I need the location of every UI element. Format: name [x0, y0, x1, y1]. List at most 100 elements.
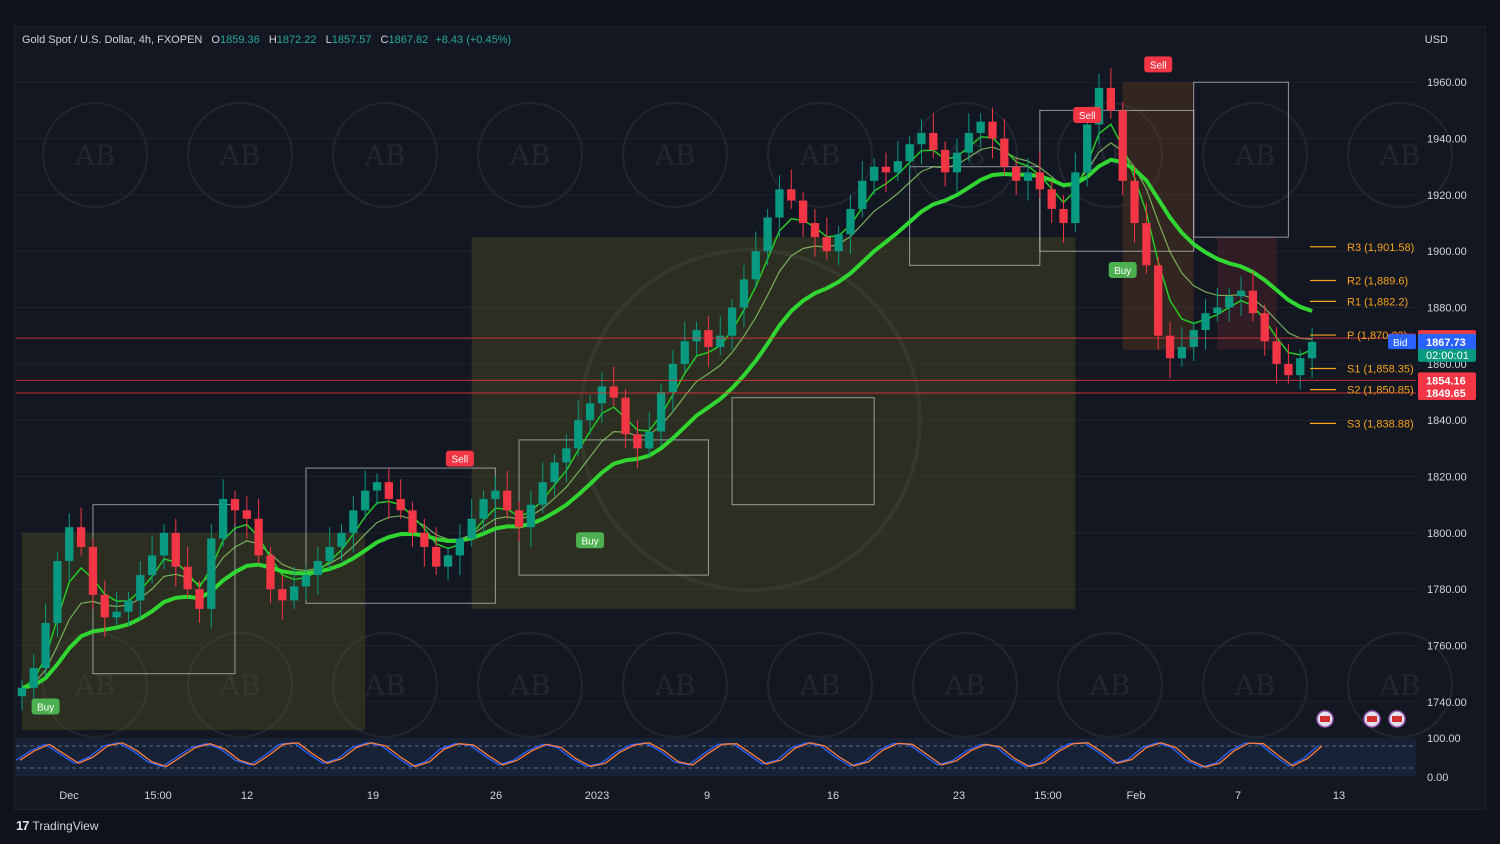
candle-body: [76, 527, 86, 547]
price-tag-side-label: Bid: [1393, 338, 1407, 349]
price-tag-value: 1867.73: [1426, 337, 1466, 349]
oscillator-k-line: [15, 742, 1319, 768]
candle-body: [147, 555, 157, 576]
candle-body: [1130, 180, 1139, 224]
watermark-text: AB: [944, 669, 986, 702]
watermark-emblem: [332, 102, 438, 208]
candle-body: [1142, 223, 1151, 266]
candle-body: [29, 668, 38, 688]
candle-body: [775, 189, 784, 218]
oscillator-tick-label: 100.00: [1427, 733, 1461, 745]
candle-body: [1177, 346, 1187, 359]
candle-body: [526, 504, 536, 528]
candle-body: [656, 392, 666, 432]
symbol-title: Gold Spot / U.S. Dollar, 4h, FXOPEN: [22, 34, 203, 46]
watermark-emblem: [1202, 102, 1308, 208]
close-value: 1867.82: [388, 34, 429, 46]
candle-body: [325, 546, 334, 562]
signal-label: Sell: [1150, 60, 1167, 71]
candle-body: [290, 586, 299, 601]
price-tag-value: 1854.16: [1426, 375, 1466, 387]
watermark-emblem: [1347, 102, 1453, 208]
oscillator-band: [16, 738, 1416, 776]
price-tag: [1418, 385, 1476, 401]
candle-body: [1106, 87, 1116, 111]
watermark-emblem: [42, 102, 148, 208]
watermark-emblem: [767, 632, 873, 738]
signal-buy-badge: [1108, 261, 1137, 278]
candle-body: [230, 499, 240, 511]
watermark-text: AB: [219, 669, 261, 702]
candle-body: [1000, 138, 1009, 167]
candle-body: [1296, 358, 1305, 376]
price-tag-countdown: 02:00:01: [1426, 350, 1469, 362]
candle-body: [1248, 290, 1258, 314]
x-tick-label: 23: [953, 790, 965, 802]
watermark-text: AB: [1379, 669, 1421, 702]
range-box: [1193, 81, 1289, 238]
pivot-label: R3 (1,901.58): [1347, 242, 1414, 254]
candle-body: [739, 279, 749, 308]
ema-fast-line: [21, 123, 1313, 689]
candle-body: [254, 518, 263, 556]
x-tick-label: 15:00: [144, 790, 172, 802]
change-value: +8.43 (+0.45%): [435, 34, 512, 46]
candle-body: [159, 532, 169, 556]
low-value: 1857.57: [331, 34, 372, 46]
watermark-text: AB: [1234, 139, 1276, 172]
price-tag: [1418, 334, 1476, 350]
signal-buy-badge: [576, 532, 605, 549]
x-tick-label: 2023: [585, 790, 609, 802]
watermark-emblem: [1202, 632, 1308, 738]
y-tick-label: 1760.00: [1427, 641, 1467, 653]
candle-body: [692, 330, 701, 342]
y-tick-label: 1820.00: [1427, 472, 1467, 484]
x-tick-label: 9: [704, 790, 710, 802]
candle-body: [207, 538, 216, 609]
x-tick-label: 26: [490, 790, 502, 802]
candle-body: [349, 510, 358, 533]
pivot-label: S2 (1,850.85): [1347, 385, 1414, 397]
candle-body: [41, 622, 50, 669]
candle-body: [266, 555, 275, 590]
pivot-label: R1 (1,882.2): [1347, 296, 1408, 308]
signal-label: Sell: [452, 455, 469, 466]
candle-body: [337, 532, 346, 547]
candle-body: [136, 575, 145, 601]
candle-body: [1118, 110, 1127, 181]
ema-mid-line: [21, 142, 1313, 689]
candle-body: [53, 561, 62, 623]
candle-body: [597, 386, 607, 404]
flag-stripe-icon: [1392, 716, 1402, 722]
signal-sell-badge: [1073, 107, 1102, 124]
pivot-label: R2 (1,889.6): [1347, 276, 1408, 288]
y-tick-label: 1840.00: [1427, 415, 1467, 427]
watermark-emblem: [622, 632, 728, 738]
candle-body: [798, 200, 808, 224]
watermark-text: AB: [74, 669, 116, 702]
candle-body: [65, 527, 74, 562]
chart-panel[interactable]: [14, 26, 1486, 810]
candle-body: [313, 561, 322, 576]
candle-body: [680, 341, 689, 364]
watermark-text: AB: [74, 139, 116, 172]
trend-zone: [471, 237, 1076, 609]
pivot-label: S1 (1,858.35): [1347, 364, 1414, 376]
candle-body: [952, 152, 962, 173]
candle-body: [869, 166, 879, 181]
signal-buy-badge: [31, 698, 60, 715]
watermark-emblem: [1347, 632, 1453, 738]
candle-body: [763, 217, 772, 252]
flag-stripe-icon: [1320, 716, 1330, 722]
candle-body: [716, 335, 725, 347]
candle-body: [929, 132, 938, 150]
watermark-text: AB: [509, 669, 551, 702]
candle-body: [964, 132, 973, 153]
signal-label: Buy: [1114, 266, 1131, 277]
candle-body: [112, 611, 121, 618]
candle-body: [1272, 341, 1281, 364]
candle-body: [751, 251, 760, 280]
candle-body: [467, 518, 476, 539]
x-tick-label: 13: [1333, 790, 1345, 802]
